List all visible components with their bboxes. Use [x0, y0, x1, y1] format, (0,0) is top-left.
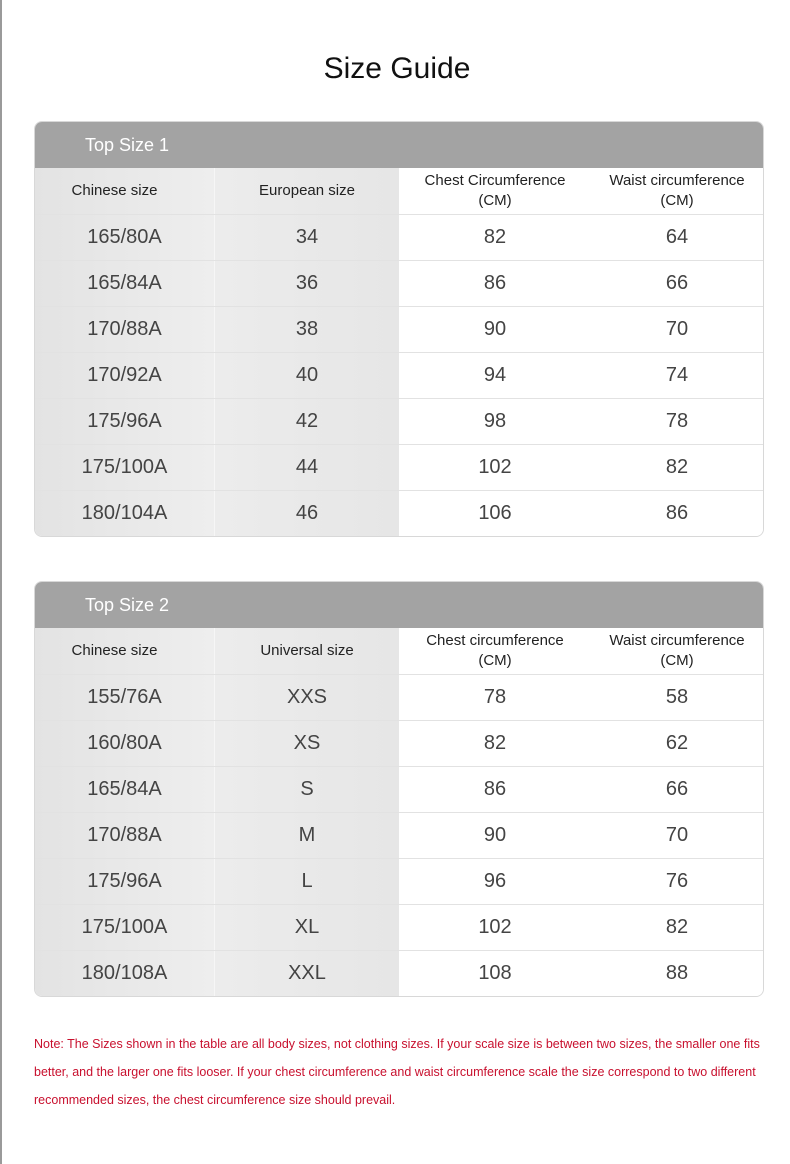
table-cell: 102 [399, 905, 591, 950]
table-row: 155/76A XXS 78 58 [35, 674, 763, 720]
column-header: Chest circumference (CM) [399, 628, 591, 674]
column-header: Waist circumference (CM) [591, 628, 763, 674]
column-header: Chest Circumference (CM) [399, 168, 591, 214]
table-cell: 180/104A [35, 491, 215, 536]
table-cell: 62 [591, 721, 763, 766]
size-table-1: Top Size 1 Chinese size European size Chest… [34, 121, 764, 537]
column-header: Waist circumference (CM) [591, 168, 763, 214]
table-cell: 165/84A [35, 261, 215, 306]
table-row: 170/92A 40 94 74 [35, 352, 763, 398]
table-cell: 175/100A [35, 905, 215, 950]
table-cell: 40 [215, 353, 399, 398]
table-cell: 66 [591, 767, 763, 812]
table-cell: XXS [215, 675, 399, 720]
table-cell: 86 [591, 491, 763, 536]
table-cell: 82 [399, 721, 591, 766]
table-row: 175/100A 44 102 82 [35, 444, 763, 490]
table-title: Top Size 1 [35, 122, 763, 168]
table-row: 175/100A XL 102 82 [35, 904, 763, 950]
column-header: European size [215, 168, 399, 214]
table-cell: 70 [591, 813, 763, 858]
table-cell: 90 [399, 813, 591, 858]
table-cell: 78 [591, 399, 763, 444]
table-cell: 46 [215, 491, 399, 536]
table-row: 165/84A 36 86 66 [35, 260, 763, 306]
table-cell: 66 [591, 261, 763, 306]
table-cell: 76 [591, 859, 763, 904]
table-cell: 38 [215, 307, 399, 352]
table-cell: 96 [399, 859, 591, 904]
table-cell: 175/96A [35, 399, 215, 444]
table-row: 180/104A 46 106 86 [35, 490, 763, 536]
table-cell: 102 [399, 445, 591, 490]
table-cell: 64 [591, 215, 763, 260]
table-cell: 82 [591, 905, 763, 950]
table-row: 165/80A 34 82 64 [35, 214, 763, 260]
size-table-2: Top Size 2 Chinese size Universal size Ches… [34, 581, 764, 997]
table-row: 175/96A L 96 76 [35, 858, 763, 904]
size-note: Note: The Sizes shown in the table are a… [34, 1037, 760, 1107]
table-cell: 175/100A [35, 445, 215, 490]
table-cell: 78 [399, 675, 591, 720]
column-header: Chinese size [35, 168, 215, 214]
table-cell: 82 [591, 445, 763, 490]
table-cell: 155/76A [35, 675, 215, 720]
table-row: 160/80A XS 82 62 [35, 720, 763, 766]
table-cell: M [215, 813, 399, 858]
table-cell: 108 [399, 951, 591, 996]
table-cell: 70 [591, 307, 763, 352]
table-cell: 170/88A [35, 813, 215, 858]
table-cell: L [215, 859, 399, 904]
table-row: 170/88A 38 90 70 [35, 306, 763, 352]
page-title: Size Guide [323, 52, 471, 85]
table-cell: 74 [591, 353, 763, 398]
table-cell: 165/80A [35, 215, 215, 260]
table-cell: S [215, 767, 399, 812]
table-row: 165/84A S 86 66 [35, 766, 763, 812]
table-cell: 170/88A [35, 307, 215, 352]
column-header: Chinese size [35, 628, 215, 674]
table-row: 180/108A XXL 108 88 [35, 950, 763, 996]
table-cell: 34 [215, 215, 399, 260]
table-row: 170/88A M 90 70 [35, 812, 763, 858]
table-cell: 88 [591, 951, 763, 996]
table-row: 175/96A 42 98 78 [35, 398, 763, 444]
header-row: Chinese size Universal size Chest circumfe… [35, 628, 763, 674]
table-cell: 36 [215, 261, 399, 306]
table-cell: 160/80A [35, 721, 215, 766]
table-cell: 44 [215, 445, 399, 490]
table-cell: 90 [399, 307, 591, 352]
column-header: Universal size [215, 628, 399, 674]
table-title: Top Size 2 [35, 582, 763, 628]
table-cell: 165/84A [35, 767, 215, 812]
table-cell: XS [215, 721, 399, 766]
table-cell: 98 [399, 399, 591, 444]
table-cell: 175/96A [35, 859, 215, 904]
table-cell: 170/92A [35, 353, 215, 398]
table-cell: 94 [399, 353, 591, 398]
table-cell: 86 [399, 767, 591, 812]
table-cell: 180/108A [35, 951, 215, 996]
table-cell: XL [215, 905, 399, 950]
table-cell: 82 [399, 215, 591, 260]
table-cell: 86 [399, 261, 591, 306]
header-row: Chinese size European size Chest Circumfer… [35, 168, 763, 214]
table-cell: 58 [591, 675, 763, 720]
table-cell: 106 [399, 491, 591, 536]
table-cell: XXL [215, 951, 399, 996]
table-cell: 42 [215, 399, 399, 444]
